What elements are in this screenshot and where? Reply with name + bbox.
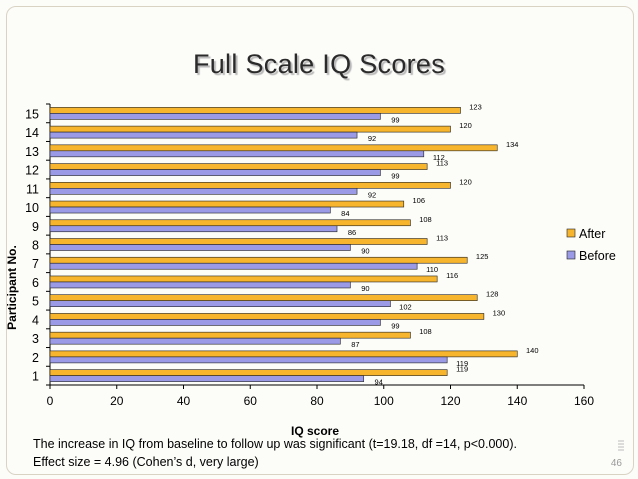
bar-before (49, 169, 381, 176)
bar-after (49, 275, 438, 283)
y-tick-label: 10 (25, 201, 39, 215)
data-label-after: 108 (419, 327, 432, 336)
y-tick-label: 14 (25, 126, 39, 140)
data-label-after: 116 (446, 271, 458, 280)
y-tick-label: 15 (25, 107, 39, 121)
data-label-after: 140 (526, 346, 539, 355)
bar-after (49, 294, 478, 302)
bar-after (49, 331, 411, 339)
bar-before (49, 131, 358, 139)
page-number: 46 (610, 458, 622, 469)
x-tick-label: 100 (374, 394, 394, 408)
data-label-after: 125 (476, 252, 489, 261)
slide-border (6, 6, 634, 475)
bar-before (49, 113, 381, 120)
legend-swatch-after (566, 228, 576, 238)
bar-before (49, 188, 358, 195)
data-label-after: 119 (456, 365, 468, 374)
bar-after (49, 107, 461, 114)
bar-after (49, 200, 405, 208)
y-tick-label: 2 (32, 351, 39, 365)
bar-before (49, 281, 351, 289)
y-tick-label: 13 (25, 145, 39, 159)
x-tick-label: 80 (310, 394, 324, 408)
data-label-after: 108 (419, 215, 432, 224)
legend-label-before: Before (579, 249, 616, 263)
y-tick-label: 1 (32, 370, 39, 384)
data-label-after: 120 (459, 177, 472, 186)
y-tick-label: 11 (26, 182, 39, 196)
bar-before (49, 356, 448, 364)
bar-after (49, 182, 451, 189)
bar-after (49, 219, 411, 227)
bar-after (49, 144, 498, 152)
data-label-before: 92 (368, 190, 376, 199)
data-label-before: 102 (399, 303, 412, 312)
bar-before (49, 375, 365, 382)
y-tick-label: 3 (32, 332, 39, 346)
data-label-after: 134 (506, 140, 519, 149)
slide-title: Full Scale IQ Scores (192, 49, 446, 79)
x-tick-label: 40 (177, 394, 191, 408)
data-label-after: 120 (459, 121, 472, 130)
bar-after (49, 238, 428, 245)
bar-before (49, 225, 338, 233)
bar-after (49, 125, 451, 133)
data-label-after: 106 (413, 196, 426, 205)
data-label-after: 113 (436, 159, 448, 168)
bar-after (49, 350, 518, 358)
x-tick-label: 140 (507, 394, 527, 408)
data-label-before: 99 (391, 321, 399, 330)
data-label-before: 90 (361, 247, 369, 256)
y-tick-label: 4 (32, 313, 39, 327)
slide-corner-ornament-icon (618, 440, 624, 451)
bar-before (49, 244, 351, 251)
x-tick-label: 60 (244, 394, 258, 408)
bar-before (49, 319, 381, 326)
data-label-before: 94 (375, 378, 383, 387)
x-tick-label: 160 (574, 394, 594, 408)
data-label-before: 90 (361, 284, 369, 293)
bar-after (49, 256, 468, 264)
data-label-after: 130 (493, 308, 506, 317)
bar-before (49, 150, 425, 158)
bar-before (49, 337, 341, 345)
y-tick-label: 9 (32, 220, 39, 234)
y-tick-label: 8 (32, 239, 39, 253)
legend-swatch-before (566, 250, 576, 260)
data-label-before: 112 (433, 153, 445, 162)
data-label-before: 86 (348, 228, 356, 237)
x-tick-label: 120 (440, 394, 460, 408)
bar-after (49, 369, 448, 376)
caption-effect-size: Effect size = 4.96 (Cohen’s d, very larg… (33, 455, 259, 469)
y-tick-label: 6 (32, 276, 39, 290)
bar-before (49, 262, 418, 270)
data-label-before: 99 (391, 115, 399, 124)
bar-after (49, 313, 485, 320)
data-label-after: 123 (469, 102, 482, 111)
x-tick-label: 0 (47, 394, 54, 408)
y-tick-label: 12 (25, 164, 39, 178)
x-tick-label: 20 (110, 394, 124, 408)
bar-before (49, 300, 391, 308)
data-label-before: 84 (341, 209, 349, 218)
bar-after (49, 163, 428, 170)
x-axis-title: IQ score (291, 424, 339, 438)
data-label-before: 92 (368, 134, 376, 143)
bar-before (49, 206, 331, 214)
data-label-after: 113 (436, 234, 448, 243)
y-axis-title: Participant No. (5, 245, 19, 330)
y-tick-label: 7 (32, 257, 39, 271)
data-label-before: 87 (351, 340, 359, 349)
data-label-after: 128 (486, 290, 499, 299)
legend-label-after: After (579, 227, 605, 241)
caption-significance: The increase in IQ from baseline to foll… (33, 437, 517, 451)
data-label-before: 99 (391, 172, 399, 181)
y-tick-label: 5 (32, 295, 39, 309)
data-label-before: 119 (456, 359, 468, 368)
data-label-before: 110 (426, 265, 438, 274)
